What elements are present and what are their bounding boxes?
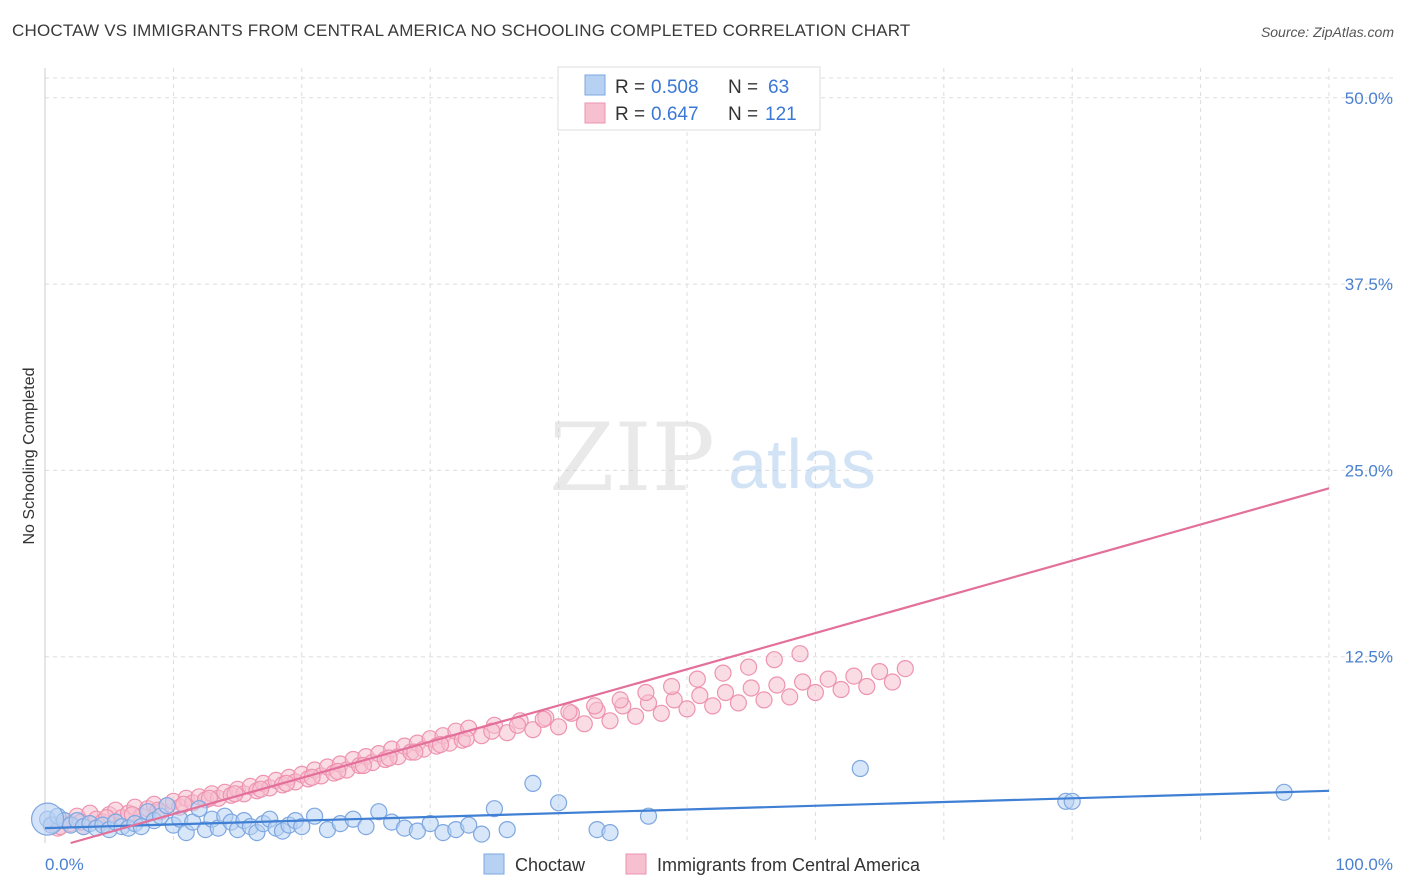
legend-r-value-choctaw: 0.508 — [651, 77, 699, 98]
point-immigrants-124 — [662, 677, 681, 696]
x-tick-min: 0.0% — [45, 855, 84, 874]
point-immigrants-93 — [819, 670, 837, 688]
point-immigrants-82 — [678, 700, 696, 718]
legend-n-value-choctaw: 63 — [768, 77, 789, 98]
trend-line-immigrants — [70, 487, 1330, 845]
point-immigrants-83 — [691, 686, 709, 705]
point-immigrants-125 — [688, 670, 706, 688]
watermark-atlas: atlas — [728, 425, 876, 503]
source-credit: Source: ZipAtlas.com — [1260, 24, 1394, 40]
point-immigrants-128 — [765, 651, 783, 669]
gridlines — [45, 68, 1393, 843]
point-immigrants-88 — [755, 691, 773, 709]
point-immigrants-80 — [652, 704, 670, 722]
point-immigrants-94 — [832, 680, 850, 699]
point-choctaw-58 — [549, 794, 568, 812]
legend-swatch-choctaw — [584, 74, 606, 96]
x-tick-max: 100.0% — [1335, 855, 1393, 874]
y-tick-label-1: 25.0% — [1345, 461, 1393, 480]
bottom-legend-swatch-choctaw — [483, 853, 505, 875]
point-immigrants-72 — [549, 718, 568, 736]
bottom-legend: Choctaw Immigrants from Central America — [483, 853, 921, 875]
point-immigrants-129 — [791, 645, 809, 663]
point-immigrants-127 — [739, 658, 758, 676]
bottom-legend-label-choctaw: Choctaw — [515, 855, 586, 875]
point-choctaw-54 — [473, 825, 491, 843]
point-immigrants-74 — [575, 715, 593, 733]
point-immigrants-90 — [781, 688, 799, 706]
point-immigrants-98 — [883, 673, 902, 691]
point-choctaw-46 — [370, 803, 388, 821]
y-tick-label-0: 12.5% — [1345, 648, 1393, 667]
point-choctaw-53 — [460, 816, 478, 834]
point-choctaw-57 — [524, 774, 542, 793]
point-immigrants-70 — [524, 721, 542, 739]
chart-title: CHOCTAW VS IMMIGRANTS FROM CENTRAL AMERI… — [12, 21, 911, 40]
point-immigrants-121 — [585, 697, 604, 715]
point-immigrants-78 — [626, 707, 645, 725]
stats-legend: R = 0.508 N = 63 R = 0.647 N = 121 — [557, 66, 821, 131]
point-immigrants-96 — [858, 677, 876, 696]
point-immigrants-95 — [845, 667, 863, 685]
legend-r-label-immigrants: R = — [615, 104, 645, 125]
point-choctaw-41 — [306, 807, 324, 825]
point-immigrants-123 — [637, 683, 655, 702]
point-immigrants-89 — [768, 676, 786, 694]
trend-lines — [44, 487, 1330, 845]
bottom-legend-swatch-immigrants — [625, 853, 647, 875]
legend-n-value-immigrants: 121 — [765, 104, 797, 125]
point-immigrants-119 — [534, 710, 552, 728]
point-choctaw-60 — [601, 823, 619, 842]
data-points — [30, 645, 1293, 843]
legend-r-label-choctaw: R = — [615, 77, 645, 98]
point-choctaw-62 — [851, 759, 869, 778]
point-choctaw-64 — [1063, 792, 1081, 810]
y-tick-label-3: 50.0% — [1345, 89, 1393, 108]
y-axis-label: No Schooling Completed — [21, 368, 38, 545]
point-immigrants-91 — [793, 673, 812, 691]
point-immigrants-85 — [716, 683, 735, 702]
watermark-zip: ZIP — [549, 404, 715, 513]
point-choctaw-56 — [498, 820, 516, 839]
point-immigrants-92 — [806, 683, 825, 702]
legend-n-label-choctaw: N = — [728, 77, 758, 98]
point-immigrants-99 — [896, 659, 914, 678]
point-immigrants-126 — [714, 664, 732, 682]
y-tick-labels: 12.5% 25.0% 37.5% 50.0% — [1345, 89, 1393, 667]
point-immigrants-97 — [870, 662, 889, 681]
point-immigrants-87 — [742, 679, 760, 697]
point-immigrants-76 — [601, 712, 619, 730]
point-choctaw-50 — [421, 814, 439, 833]
trend-line-choctaw — [44, 789, 1330, 830]
point-immigrants-122 — [611, 691, 629, 709]
point-choctaw-large — [30, 802, 65, 836]
legend-r-value-immigrants: 0.647 — [651, 104, 699, 125]
y-tick-label-2: 37.5% — [1345, 275, 1393, 294]
point-immigrants-84 — [704, 697, 722, 715]
point-choctaw-40 — [293, 817, 311, 836]
point-choctaw-49 — [408, 822, 426, 840]
point-choctaw-45 — [357, 817, 375, 836]
point-immigrants-120 — [560, 703, 578, 721]
point-choctaw-55 — [485, 800, 503, 818]
point-immigrants-86 — [729, 694, 748, 712]
point-choctaw-61 — [639, 807, 658, 825]
bottom-legend-label-immigrants: Immigrants from Central America — [657, 855, 921, 875]
legend-n-label-immigrants: N = — [728, 104, 758, 125]
point-choctaw-19 — [158, 797, 176, 815]
legend-swatch-immigrants — [584, 102, 606, 124]
